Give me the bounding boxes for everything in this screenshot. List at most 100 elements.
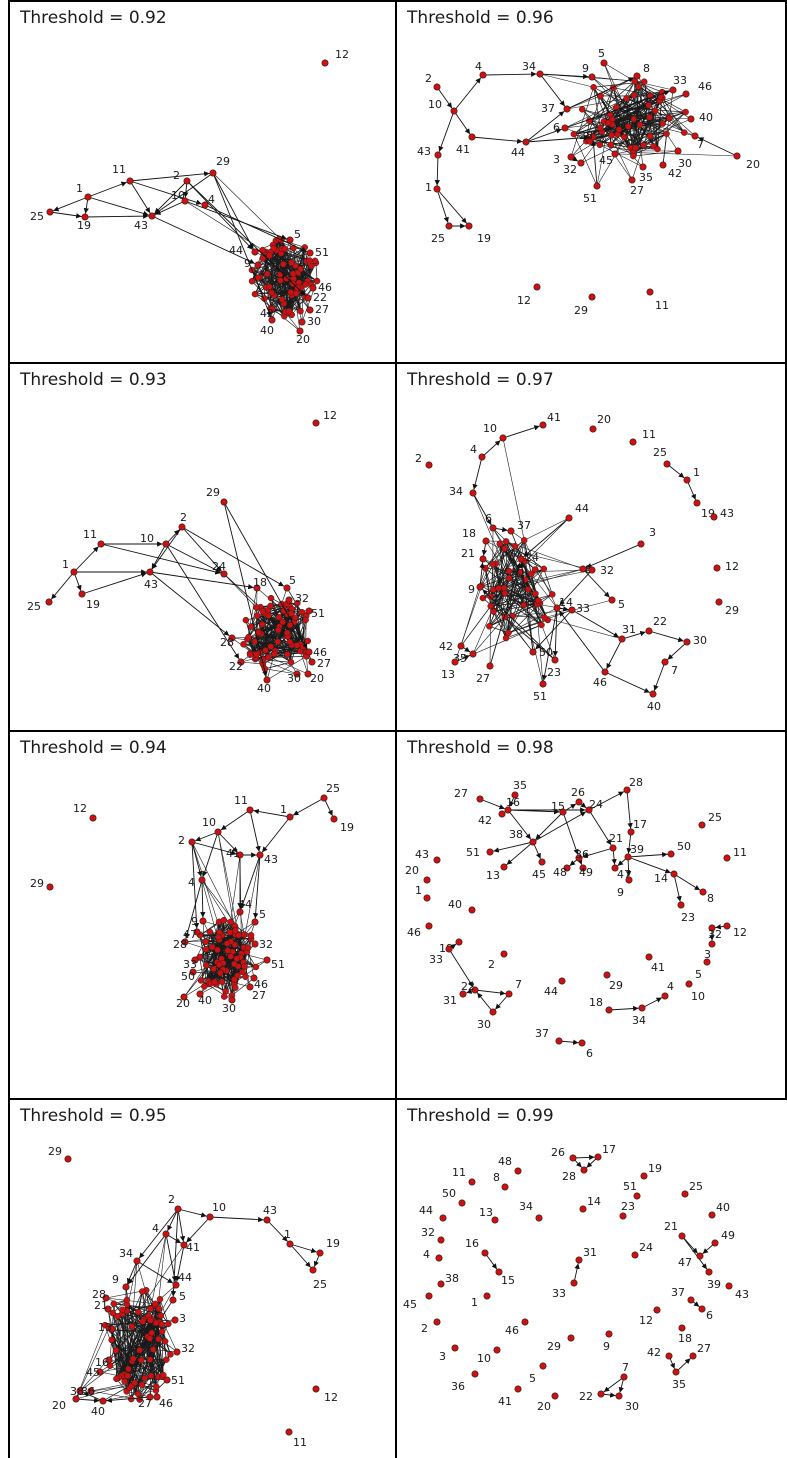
- cluster-node: [109, 1309, 117, 1317]
- node-4: [435, 1254, 443, 1262]
- cluster-node: [268, 289, 275, 297]
- grid-border: [395, 0, 397, 1458]
- edge-21-36: [582, 847, 614, 859]
- cluster-node: [479, 594, 487, 602]
- node-15: [559, 808, 567, 816]
- node-31: [459, 990, 467, 998]
- node-label: 40: [91, 1405, 105, 1418]
- edge-27-40: [106, 1396, 151, 1403]
- edge-4-9: [200, 879, 206, 918]
- node-label: 27: [317, 657, 331, 670]
- cluster-node: [152, 1319, 160, 1327]
- node-label: 32: [708, 928, 722, 941]
- edge-4-34: [472, 456, 483, 490]
- edge-1-11: [73, 546, 99, 573]
- cluster-edge: [454, 585, 482, 663]
- edge-1-11: [253, 808, 291, 818]
- cluster-node: [313, 277, 321, 285]
- cluster-edge: [493, 611, 507, 639]
- cluster-node: [279, 261, 287, 268]
- node-10: [214, 828, 222, 836]
- node-51: [163, 1376, 171, 1384]
- cluster-node: [288, 259, 295, 266]
- node-label: 35: [513, 779, 527, 792]
- node-29: [567, 1334, 575, 1342]
- edge-10-24: [165, 543, 222, 573]
- node-28: [228, 634, 236, 642]
- cluster-node: [119, 1306, 126, 1313]
- cluster-node: [232, 984, 239, 991]
- node-20: [180, 993, 188, 1001]
- node-37: [507, 527, 515, 535]
- node-label: 22: [461, 980, 475, 993]
- cluster-node: [211, 978, 218, 986]
- node-label: 2: [421, 1322, 428, 1335]
- node-22: [471, 986, 479, 994]
- node-label: 38: [70, 1385, 84, 1398]
- node-50: [529, 648, 537, 656]
- cluster-node: [681, 129, 688, 136]
- cluster-edge: [240, 661, 263, 665]
- node-label: 19: [77, 219, 91, 232]
- edge-9-21: [479, 562, 485, 588]
- node-38: [437, 1280, 445, 1288]
- edge-1-25: [289, 1243, 312, 1268]
- cluster-node: [197, 977, 205, 984]
- cluster-node: [597, 124, 604, 132]
- node-label: 7: [697, 138, 704, 151]
- node-7: [691, 132, 699, 140]
- node-19: [640, 1172, 648, 1180]
- node-43: [146, 568, 154, 576]
- edge-1-25: [50, 571, 75, 600]
- node-label: 5: [179, 1290, 186, 1303]
- node-label: 43: [263, 1204, 277, 1217]
- node-label: 17: [602, 1143, 616, 1156]
- node-4: [201, 201, 209, 209]
- node-label: 25: [431, 232, 445, 245]
- cluster-node: [486, 623, 493, 630]
- node-label: 11: [642, 428, 656, 441]
- node-25: [320, 794, 328, 802]
- edge-37-8: [566, 77, 635, 110]
- node-label: 50: [677, 840, 691, 853]
- grid-border: [8, 362, 787, 364]
- edge-43-1: [266, 1219, 288, 1242]
- node-27: [308, 658, 316, 666]
- node-8: [699, 888, 707, 896]
- node-label: 25: [30, 210, 44, 223]
- edge-34-9: [539, 73, 589, 80]
- cluster-edge: [230, 934, 252, 942]
- cluster-node: [531, 566, 539, 573]
- node-34: [469, 489, 477, 497]
- cluster-edge: [150, 1233, 167, 1309]
- node-34: [638, 1004, 646, 1012]
- cluster-node: [155, 1335, 162, 1343]
- cluster-edge: [490, 605, 556, 661]
- cluster-node: [666, 115, 673, 122]
- cluster-edge: [248, 607, 257, 638]
- node-label: 40: [257, 682, 271, 695]
- cluster-edge: [217, 831, 236, 935]
- node-29: [209, 169, 217, 177]
- cluster-edge: [148, 1316, 158, 1398]
- node-label: 42: [668, 167, 682, 180]
- node-label: 25: [689, 1180, 703, 1193]
- cluster-node: [147, 1305, 154, 1313]
- cluster-node: [682, 108, 689, 116]
- node-35: [639, 163, 647, 171]
- node-16: [105, 1356, 113, 1364]
- cluster-edge: [490, 596, 534, 653]
- edge-10-41: [502, 425, 540, 439]
- node-label: 47: [678, 1256, 692, 1269]
- node-label: 49: [579, 866, 593, 879]
- node-label: 30: [287, 672, 301, 685]
- cluster-edge: [649, 118, 692, 137]
- cluster-edge: [634, 81, 696, 137]
- node-35: [672, 1368, 680, 1376]
- edge-25-1: [666, 463, 685, 479]
- cluster-node: [528, 570, 535, 578]
- cluster-node: [487, 602, 494, 610]
- node-label: 47: [183, 928, 197, 941]
